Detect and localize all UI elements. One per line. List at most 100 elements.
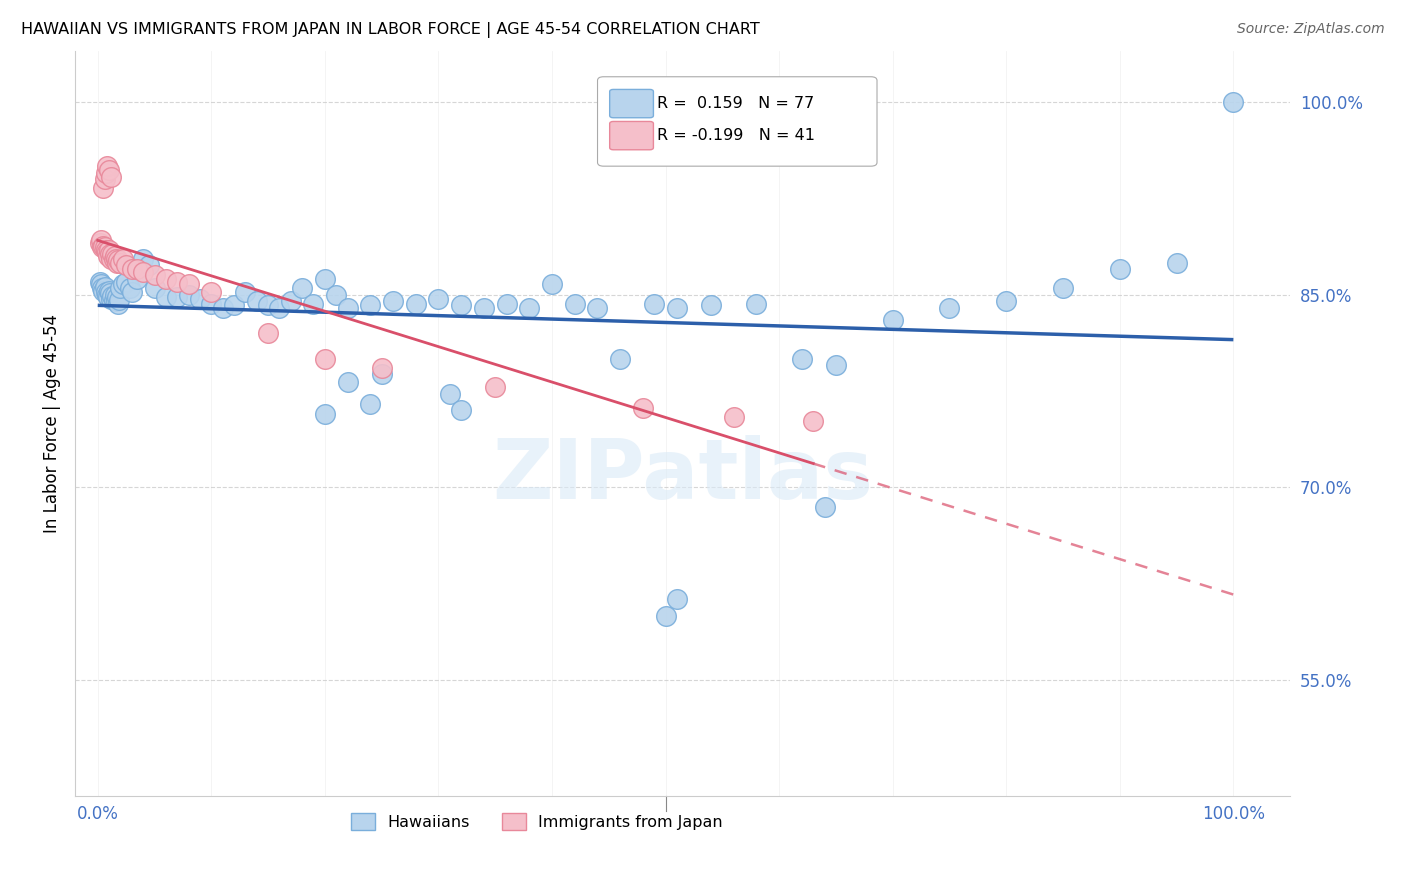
Point [370,361,392,376]
Point [280,294,302,309]
Point [586,301,609,315]
Point [1166,255,1188,269]
Point [643,297,665,311]
Point [1052,281,1074,295]
Point [93,240,115,254]
Text: ZIPatlas: ZIPatlas [492,435,873,516]
Point [359,397,381,411]
Point [155,290,177,304]
Point [938,301,960,315]
Point [100,252,122,266]
Point [103,252,125,266]
Point [115,275,138,289]
Text: R = -0.199   N = 41: R = -0.199 N = 41 [657,128,815,143]
Point [121,262,143,277]
Point [89,236,111,251]
Point [93,172,115,186]
Point [495,297,517,311]
Point [118,281,141,295]
Point [813,500,835,514]
Point [97,249,120,263]
Point [115,258,138,272]
Point [439,386,461,401]
Point [89,275,111,289]
Point [257,298,280,312]
Point [654,608,676,623]
Point [111,277,134,292]
Point [166,275,188,289]
Point [177,287,200,301]
Point [517,301,540,315]
Point [111,252,134,266]
Point [269,301,291,315]
Point [104,287,127,301]
Point [110,281,132,295]
Point [314,272,336,286]
Point [336,375,359,389]
Point [127,272,149,286]
Point [314,407,336,421]
Point [100,169,122,184]
Point [382,294,405,309]
Point [98,286,121,301]
Point [665,301,688,315]
Point [96,159,118,173]
Point [246,294,269,309]
Point [98,163,121,178]
Point [104,252,127,266]
Point [143,268,166,283]
Point [564,297,586,311]
Point [790,351,813,366]
Point [405,297,427,311]
Point [105,290,128,304]
Point [314,351,336,366]
Point [450,403,472,417]
Point [101,246,124,260]
Point [1222,95,1244,109]
Point [91,281,114,295]
Point [93,239,115,253]
Point [1108,262,1130,277]
Point [107,297,129,311]
Text: Source: ZipAtlas.com: Source: ZipAtlas.com [1237,22,1385,37]
Point [427,292,450,306]
Point [450,298,472,312]
Y-axis label: In Labor Force | Age 45-54: In Labor Force | Age 45-54 [44,314,60,533]
Point [370,368,392,382]
Point [127,262,149,277]
Point [94,243,117,257]
Point [93,284,115,298]
Point [336,301,359,315]
Point [94,285,117,300]
Text: HAWAIIAN VS IMMIGRANTS FROM JAPAN IN LABOR FORCE | AGE 45-54 CORRELATION CHART: HAWAIIAN VS IMMIGRANTS FROM JAPAN IN LAB… [21,22,759,38]
Point [98,284,121,298]
Point [700,298,723,312]
Point [90,233,112,247]
Point [93,181,115,195]
Point [100,292,122,306]
Point [609,351,631,366]
Point [302,297,325,311]
Point [359,298,381,312]
Point [104,249,127,263]
Point [98,246,121,260]
Point [108,293,131,307]
Point [96,245,118,260]
Point [93,280,115,294]
Legend: Hawaiians, Immigrants from Japan: Hawaiians, Immigrants from Japan [344,807,730,836]
Point [211,301,233,315]
Point [484,380,506,394]
Point [825,359,848,373]
Point [121,285,143,300]
Point [665,592,688,607]
FancyBboxPatch shape [610,89,654,118]
Point [882,313,904,327]
Point [97,290,120,304]
FancyBboxPatch shape [598,77,877,166]
Point [90,277,112,292]
Point [257,326,280,341]
Point [541,277,564,292]
FancyBboxPatch shape [610,121,654,150]
Point [143,281,166,295]
Point [91,240,114,254]
